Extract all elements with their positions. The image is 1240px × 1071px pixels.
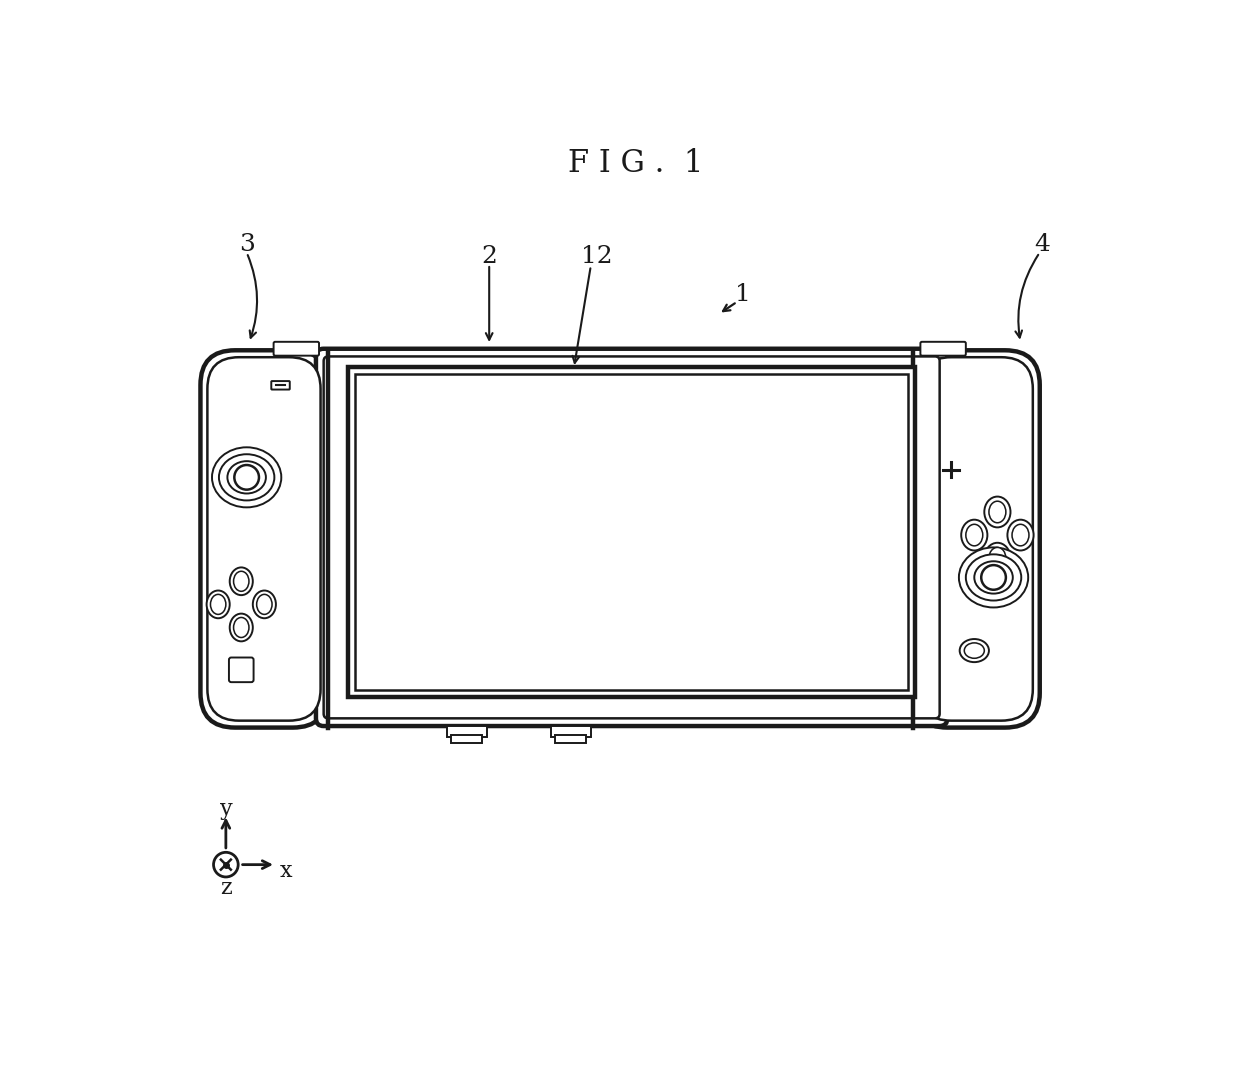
Ellipse shape [229,614,253,642]
Ellipse shape [965,643,985,659]
FancyBboxPatch shape [272,381,290,390]
Ellipse shape [207,590,229,618]
PathPatch shape [201,350,327,727]
Ellipse shape [1007,519,1034,550]
Ellipse shape [233,618,249,637]
Ellipse shape [233,571,249,591]
FancyBboxPatch shape [274,342,319,356]
PathPatch shape [324,357,940,719]
Text: 4: 4 [1034,233,1050,256]
Ellipse shape [966,525,983,546]
Ellipse shape [229,568,253,595]
FancyBboxPatch shape [229,658,253,682]
Bar [348,367,915,697]
Ellipse shape [211,594,226,615]
Ellipse shape [990,547,1006,569]
PathPatch shape [920,358,1033,721]
Ellipse shape [253,590,277,618]
Bar [355,374,908,690]
PathPatch shape [913,350,1040,727]
Text: y: y [219,798,232,820]
Ellipse shape [1012,525,1029,546]
Text: 12: 12 [582,245,613,268]
Ellipse shape [219,454,274,500]
Ellipse shape [227,462,265,494]
Text: F I G .  1: F I G . 1 [568,149,703,180]
Ellipse shape [960,639,990,662]
Bar [551,726,590,737]
Text: 1: 1 [735,284,751,306]
Text: 2: 2 [481,245,497,268]
Ellipse shape [966,555,1022,601]
Text: z: z [219,877,232,899]
Ellipse shape [961,519,987,550]
Bar [451,736,482,743]
Circle shape [981,565,1006,590]
Text: x: x [280,860,293,881]
Ellipse shape [985,497,1011,527]
Ellipse shape [975,561,1013,593]
PathPatch shape [207,358,321,721]
Bar [446,726,487,737]
Ellipse shape [985,543,1011,574]
Circle shape [213,853,238,877]
FancyBboxPatch shape [920,342,966,356]
Circle shape [234,465,259,489]
Bar [556,736,587,743]
Ellipse shape [990,501,1006,523]
Text: 3: 3 [239,233,254,256]
Ellipse shape [959,547,1028,607]
Ellipse shape [257,594,272,615]
Ellipse shape [212,448,281,508]
PathPatch shape [316,349,947,726]
